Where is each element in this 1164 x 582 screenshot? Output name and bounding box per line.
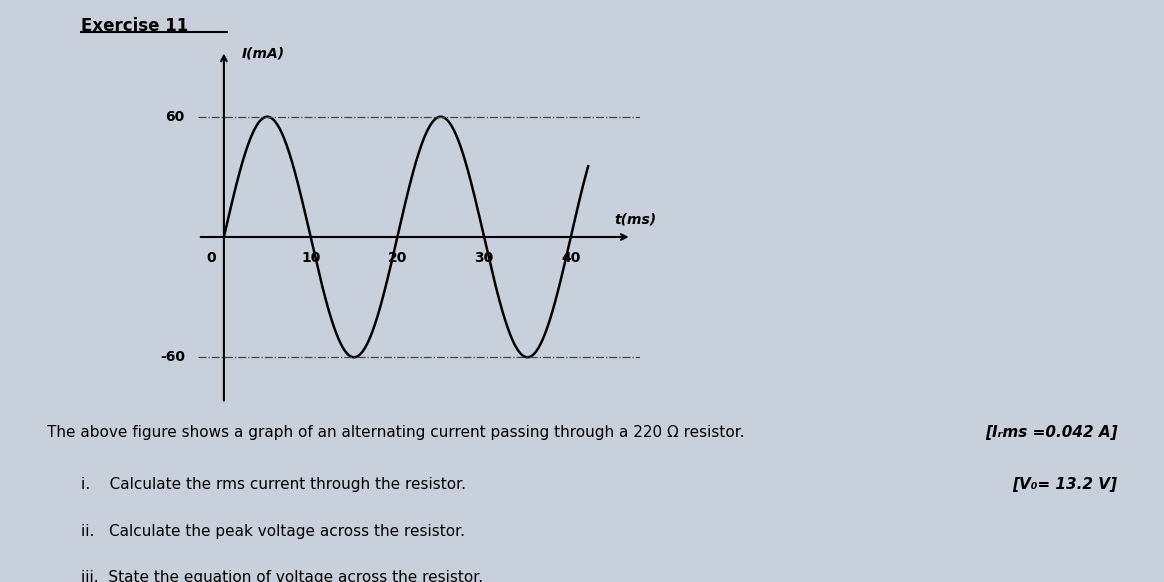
Text: t(ms): t(ms) [615,213,656,227]
Text: 10: 10 [301,251,320,265]
Text: i.    Calculate the rms current through the resistor.: i. Calculate the rms current through the… [81,477,467,492]
Text: iii.  State the equation of voltage across the resistor.: iii. State the equation of voltage acros… [81,570,483,582]
Text: 30: 30 [475,251,494,265]
Text: Exercise 11: Exercise 11 [81,17,189,36]
Text: [Iᵣms =0.042 A]: [Iᵣms =0.042 A] [985,425,1117,440]
Text: 60: 60 [165,110,185,124]
Text: 40: 40 [561,251,581,265]
Text: [V₀= 13.2 V]: [V₀= 13.2 V] [1013,477,1117,492]
Text: -60: -60 [159,350,185,364]
Text: 0: 0 [206,251,215,265]
Text: ii.   Calculate the peak voltage across the resistor.: ii. Calculate the peak voltage across th… [81,524,466,539]
Text: I(mA): I(mA) [241,47,284,61]
Text: The above figure shows a graph of an alternating current passing through a 220 Ω: The above figure shows a graph of an alt… [47,425,744,440]
Text: 20: 20 [388,251,407,265]
